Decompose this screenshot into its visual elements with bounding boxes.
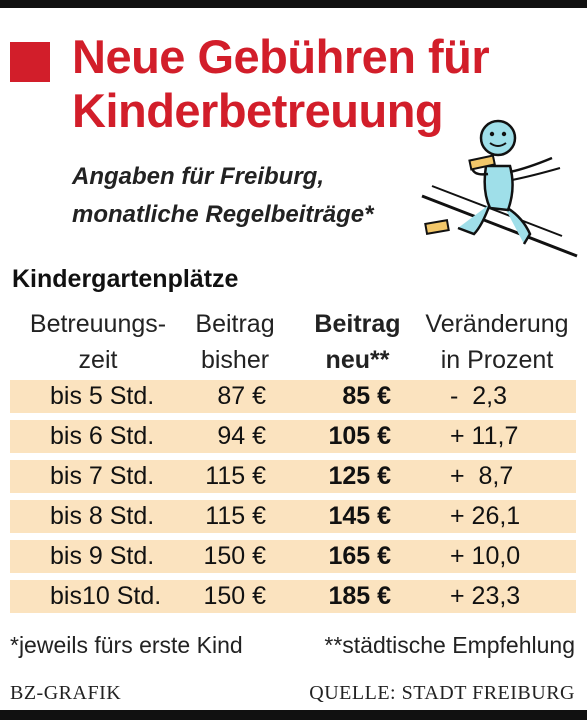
cell-old-fee: 150 € [203,582,266,610]
credit-label: BZ-GRAFIK [10,682,122,704]
cell-new-fee: 145 € [328,502,391,530]
cell-change: + 26,1 [450,502,521,530]
cell-old-fee: 87 € [217,382,266,410]
cell-old-fee: 115 € [205,502,266,530]
subtitle: Angaben für Freiburg, monatliche Regelbe… [72,158,452,234]
cell-old-fee: 150 € [203,542,266,570]
header-new-line-2: neu** [325,346,390,374]
table-row: bis 6 Std. 94 € 105 € + 11,7 [10,420,576,453]
page-title: Neue Gebühren für Kinderbetreuung [72,30,490,137]
infographic: Neue Gebühren für Kinderbetreuung Angabe… [0,8,587,710]
footnote-right: **städtische Empfehlung [324,632,575,658]
cell-new-fee: 185 € [328,582,391,610]
cell-new-fee: 125 € [328,462,391,490]
cell-time: bis 9 Std. [50,542,155,570]
cell-old-fee: 94 € [217,422,266,450]
footnote-left: *jeweils fürs erste Kind [10,632,243,658]
cell-new-fee: 85 € [342,382,391,410]
section-title: Kindergartenplätze [12,265,239,293]
header-change-line-2: in Prozent [440,346,554,374]
cell-new-fee: 165 € [328,542,391,570]
table-row: bis 9 Std. 150 € 165 € + 10,0 [10,540,576,573]
header-time-line-2: zeit [78,346,118,374]
climbing-child-icon [421,119,578,258]
cell-time: bis 7 Std. [50,462,155,490]
cell-time: bis 6 Std. [50,422,155,450]
table-row: bis 5 Std. 87 € 85 € - 2,3 [10,380,576,413]
cell-time: bis 8 Std. [50,502,155,530]
subtitle-line-2: monatliche Regelbeiträge* [72,201,374,228]
cell-change: + 23,3 [450,582,521,610]
title-marker [10,42,50,82]
cell-change: + 8,7 [450,462,514,490]
header-old: Beitrag bisher [180,306,290,378]
cell-old-fee: 115 € [205,462,266,490]
cell-time: bis 5 Std. [50,382,155,410]
header-change: Veränderung in Prozent [412,306,582,378]
header-new-line-1: Beitrag [314,310,401,338]
cell-change: + 10,0 [450,542,521,570]
header-time-line-1: Betreuungs- [29,310,167,338]
header-new: Beitrag neu** [300,306,415,378]
table-row: bis10 Std. 150 € 185 € + 23,3 [10,580,576,613]
cell-new-fee: 105 € [328,422,391,450]
cell-change: - 2,3 [450,382,507,410]
header-change-line-1: Veränderung [425,310,569,338]
header-old-line-2: bisher [200,346,270,374]
subtitle-line-1: Angaben für Freiburg, [72,163,324,190]
table-row: bis 8 Std. 115 € 145 € + 26,1 [10,500,576,533]
table-row: bis 7 Std. 115 € 125 € + 8,7 [10,460,576,493]
source-label: QUELLE: STADT FREIBURG [309,682,575,704]
cell-time: bis10 Std. [50,582,162,610]
header-old-line-1: Beitrag [195,310,275,338]
header-time: Betreuungs- zeit [18,306,178,378]
cell-change: + 11,7 [450,422,519,450]
